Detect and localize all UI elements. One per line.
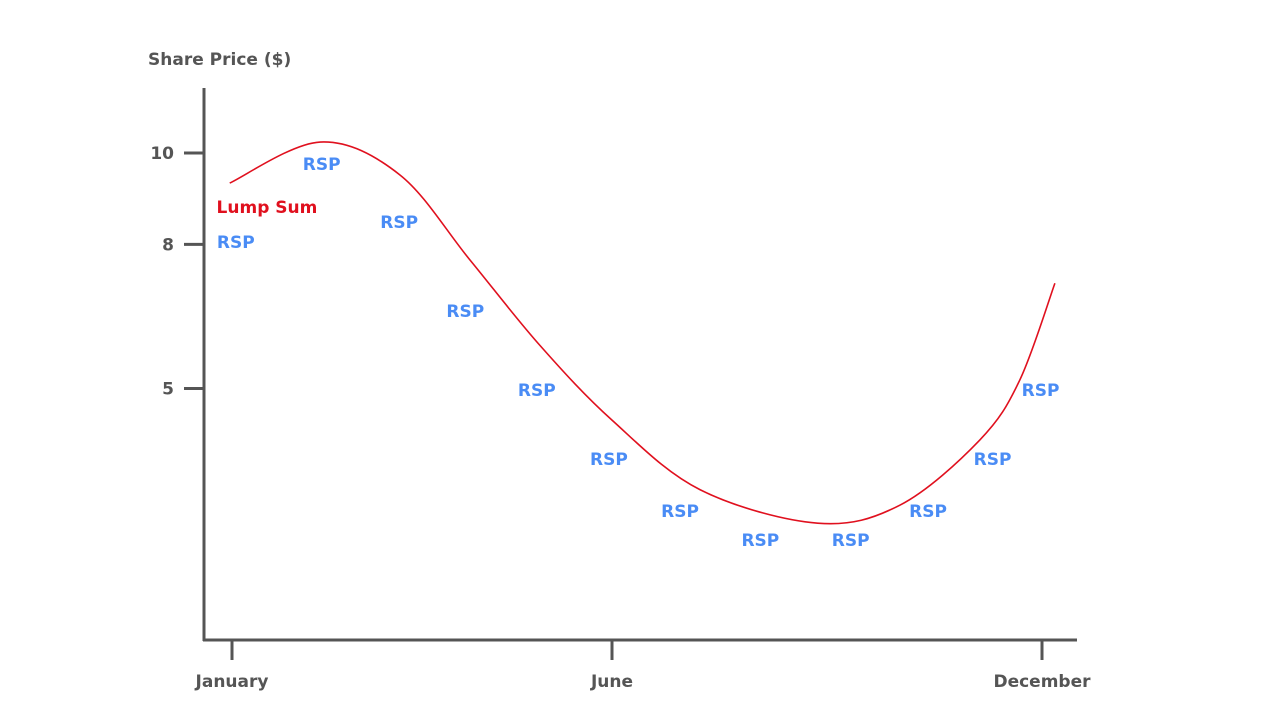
rsp-label: RSP xyxy=(217,233,255,253)
rsp-label: RSP xyxy=(832,531,870,551)
rsp-label: RSP xyxy=(741,531,779,551)
x-tick-label: June xyxy=(590,672,633,692)
rsp-label: RSP xyxy=(909,502,947,522)
lump-sum-label: Lump Sum xyxy=(217,198,318,218)
y-tick-label: 5 xyxy=(162,380,174,400)
rsp-label: RSP xyxy=(380,213,418,233)
rsp-label: RSP xyxy=(974,450,1012,470)
y-tick-label: 10 xyxy=(150,144,174,164)
rsp-label: RSP xyxy=(446,302,484,322)
x-tick-label: January xyxy=(195,672,269,692)
x-tick-label: December xyxy=(993,672,1091,692)
y-axis-label: Share Price ($) xyxy=(148,50,291,70)
lump-sum-price-line xyxy=(229,141,1056,525)
rsp-label: RSP xyxy=(303,155,341,175)
rsp-label: RSP xyxy=(518,381,556,401)
y-tick-label: 8 xyxy=(162,235,174,255)
rsp-label: RSP xyxy=(661,502,699,522)
rsp-label: RSP xyxy=(590,450,628,470)
rsp-label: RSP xyxy=(1022,381,1060,401)
